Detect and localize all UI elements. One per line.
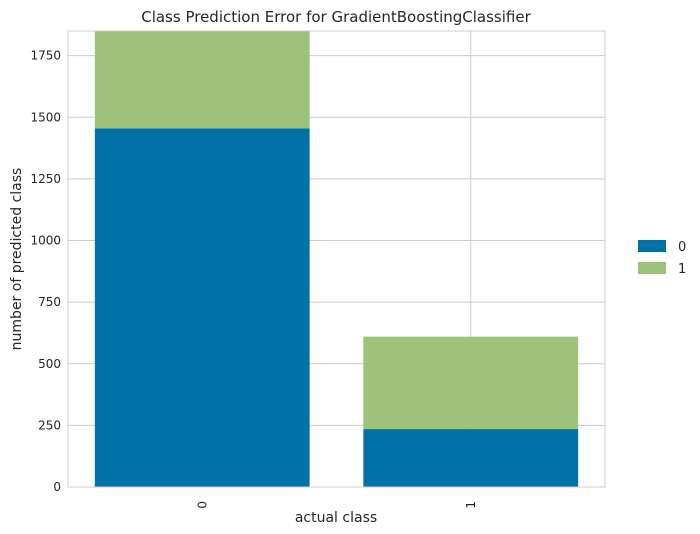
y-axis-label: number of predicted class: [9, 168, 25, 351]
y-tick-label: 0: [53, 480, 61, 494]
y-tick-label: 1000: [30, 234, 61, 248]
chart-title: Class Prediction Error for GradientBoost…: [141, 8, 531, 26]
plot-area: 0 250 500 750 1000 1250 1500 1750 0 1: [30, 30, 606, 509]
bar-predicted-1-actual-0: [94, 31, 310, 129]
legend-swatch: [638, 240, 666, 252]
y-tick-label: 250: [38, 418, 61, 432]
y-tick-label: 500: [38, 357, 61, 371]
plot-frame: [67, 30, 606, 488]
x-tick-label: 1: [464, 501, 478, 509]
bar-predicted-0-actual-0: [94, 128, 310, 487]
legend-swatch: [638, 262, 666, 274]
bar-predicted-0-actual-1: [363, 429, 579, 487]
y-tick-label: 750: [38, 295, 61, 309]
legend-label: 1: [678, 262, 686, 277]
bar-predicted-1-actual-1: [363, 336, 579, 430]
legend-label: 0: [678, 240, 686, 255]
x-axis-label: actual class: [295, 510, 377, 526]
y-tick-label: 1250: [30, 172, 61, 186]
x-tick-label: 0: [195, 501, 209, 509]
legend: 01: [638, 240, 686, 277]
y-tick-label: 1750: [30, 49, 61, 63]
y-tick-label: 1500: [30, 110, 61, 124]
